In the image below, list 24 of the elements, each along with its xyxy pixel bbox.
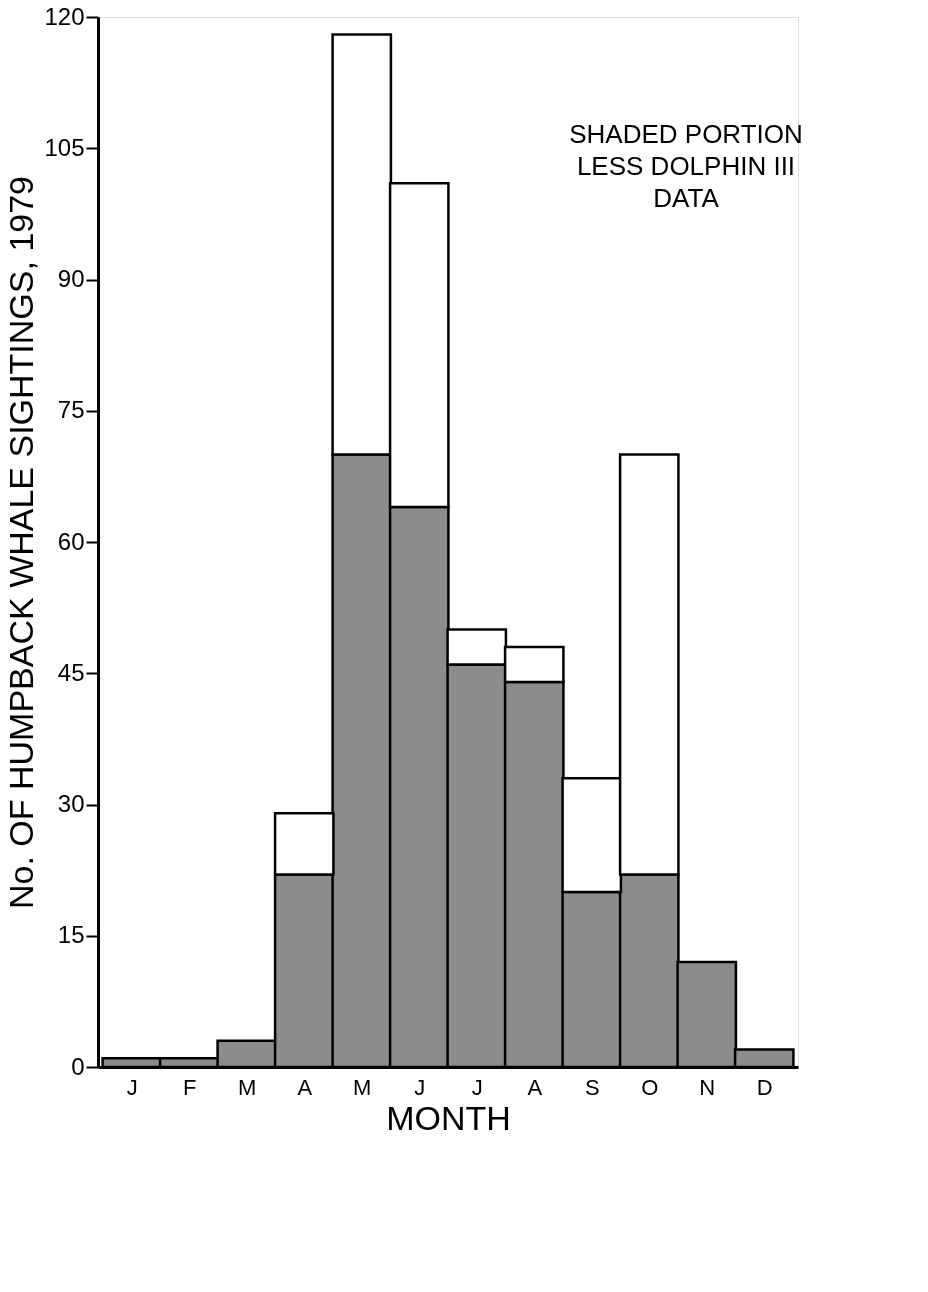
y-tick-label: 60 [57, 527, 85, 555]
x-tick-label: N [699, 1074, 716, 1100]
x-tick-label: J [126, 1074, 138, 1100]
x-tick-label: F [183, 1074, 197, 1100]
y-tick-label: 90 [57, 265, 85, 292]
x-tick-label: J [414, 1074, 426, 1100]
x-tick-label: A [297, 1074, 313, 1100]
y-tick-label: 105 [44, 133, 85, 161]
y-axis-title: No. OF HUMPBACK WHALE SIGHTINGS, 1979 [2, 175, 41, 910]
x-tick-label: O [641, 1074, 659, 1100]
x-tick-label: S [584, 1074, 600, 1100]
x-tick-label: D [756, 1074, 773, 1100]
y-tick-label: 120 [44, 2, 85, 30]
y-tick-label: 30 [57, 790, 85, 817]
x-tick-label: J [471, 1074, 483, 1100]
y-tick-label: 15 [57, 921, 85, 949]
y-tick-label: 75 [57, 396, 85, 424]
y-tick-label: 45 [57, 658, 85, 686]
x-tick-label: M [353, 1074, 372, 1100]
x-tick-label: A [527, 1074, 543, 1100]
annotation: SHADED PORTION LESS DOLPHIN III DATA [569, 119, 803, 213]
x-tick-label: M [238, 1074, 257, 1100]
x-axis-title: MONTH [386, 1098, 511, 1137]
y-tick-label: 0 [71, 1052, 85, 1080]
